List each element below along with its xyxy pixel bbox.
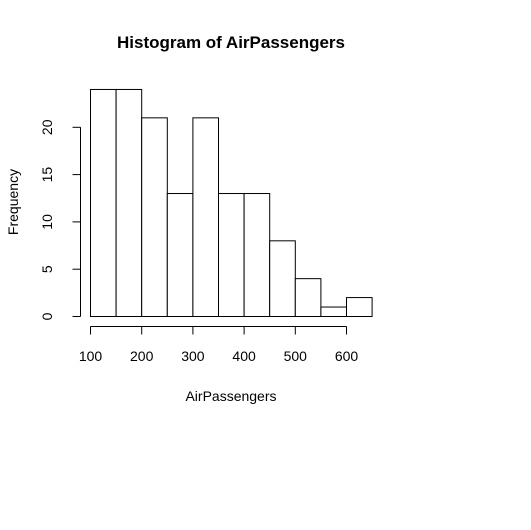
histogram-bar	[269, 240, 296, 318]
histogram-bar	[346, 297, 373, 317]
x-tick-label: 600	[335, 348, 359, 364]
y-tick-label: 0	[39, 312, 55, 320]
histogram-bar	[90, 88, 117, 317]
y-tick-label: 10	[39, 214, 55, 230]
bars-group	[90, 88, 373, 318]
histogram-bar	[243, 193, 271, 318]
histogram-bar	[141, 117, 168, 317]
x-tick-label: 400	[232, 348, 256, 364]
histogram-bar	[218, 193, 245, 318]
histogram-bar	[115, 88, 143, 317]
y-tick-label: 20	[39, 119, 55, 135]
y-tick-label: 5	[39, 265, 55, 273]
histogram-bar	[320, 306, 347, 318]
x-tick-label: 100	[79, 348, 103, 364]
y-axis: 0 5 10 15 20	[39, 119, 81, 320]
chart-title: Histogram of AirPassengers	[117, 33, 345, 52]
x-tick-label: 300	[181, 348, 205, 364]
histogram-bar	[192, 117, 219, 317]
y-tick-label: 15	[39, 167, 55, 183]
x-tick-label: 200	[130, 348, 154, 364]
histogram-bar	[166, 193, 194, 318]
y-axis-label: Frequency	[5, 169, 21, 235]
x-axis: 100 200 300 400 500 600	[79, 326, 359, 364]
x-tick-label: 500	[284, 348, 308, 364]
x-axis-label: AirPassengers	[185, 388, 276, 404]
histogram-bar	[294, 278, 322, 318]
